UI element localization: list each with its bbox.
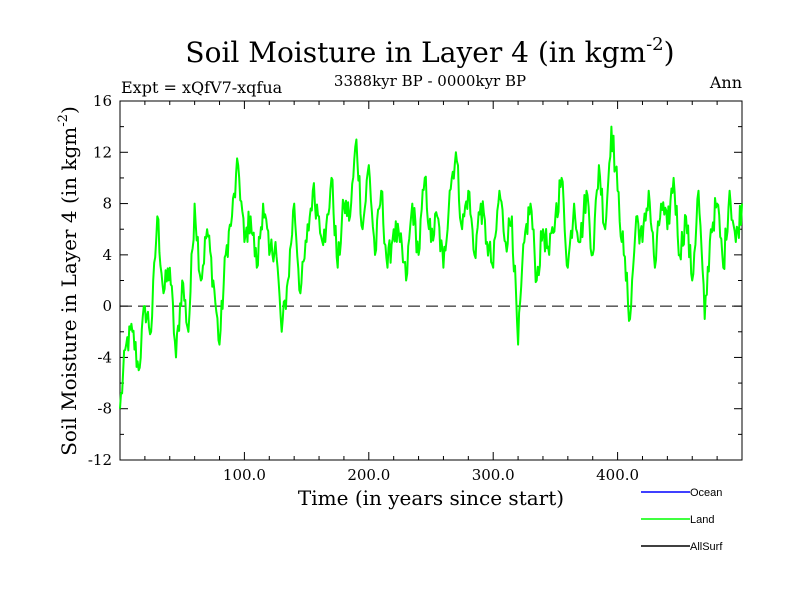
y-tick-labels: -12 -8 -4 0 4 8 12 16: [88, 92, 112, 469]
x-tick-label: 400.0: [596, 466, 639, 484]
legend-label-ocean: Ocean: [690, 487, 722, 499]
y-tick-label: 12: [93, 143, 112, 161]
legend-label-land: Land: [690, 514, 714, 526]
x-tick-label: 100.0: [223, 466, 266, 484]
y-axis-label: Soil Moisture in Layer 4 (in kgm-2): [56, 106, 81, 456]
y-tick-label: 16: [93, 92, 112, 110]
legend: Ocean Land AllSurf: [641, 487, 723, 553]
chart-title: Soil Moisture in Layer 4 (in kgm-2): [185, 34, 674, 69]
y-tick-label: 0: [102, 297, 112, 315]
y-tick-label: 4: [102, 246, 112, 264]
x-tick-label: 300.0: [472, 466, 515, 484]
y-tick-label: -12: [88, 451, 112, 469]
legend-label-allsurf: AllSurf: [690, 541, 723, 553]
x-tick-label: 200.0: [347, 466, 390, 484]
y-tick-label: -4: [97, 348, 112, 366]
experiment-label: Expt = xQfV7-xqfua: [121, 78, 283, 97]
y-tick-label: -8: [97, 400, 112, 418]
chart-subtitle: 3388kyr BP - 0000kyr BP: [334, 72, 526, 90]
axis-ticks: [120, 100, 742, 461]
x-axis-label: Time (in years since start): [298, 486, 564, 510]
x-tick-labels: 100.0 200.0 300.0 400.0: [223, 466, 639, 484]
y-tick-label: 8: [102, 195, 112, 213]
land-series-line: [119, 125, 743, 409]
season-label: Ann: [709, 73, 742, 92]
